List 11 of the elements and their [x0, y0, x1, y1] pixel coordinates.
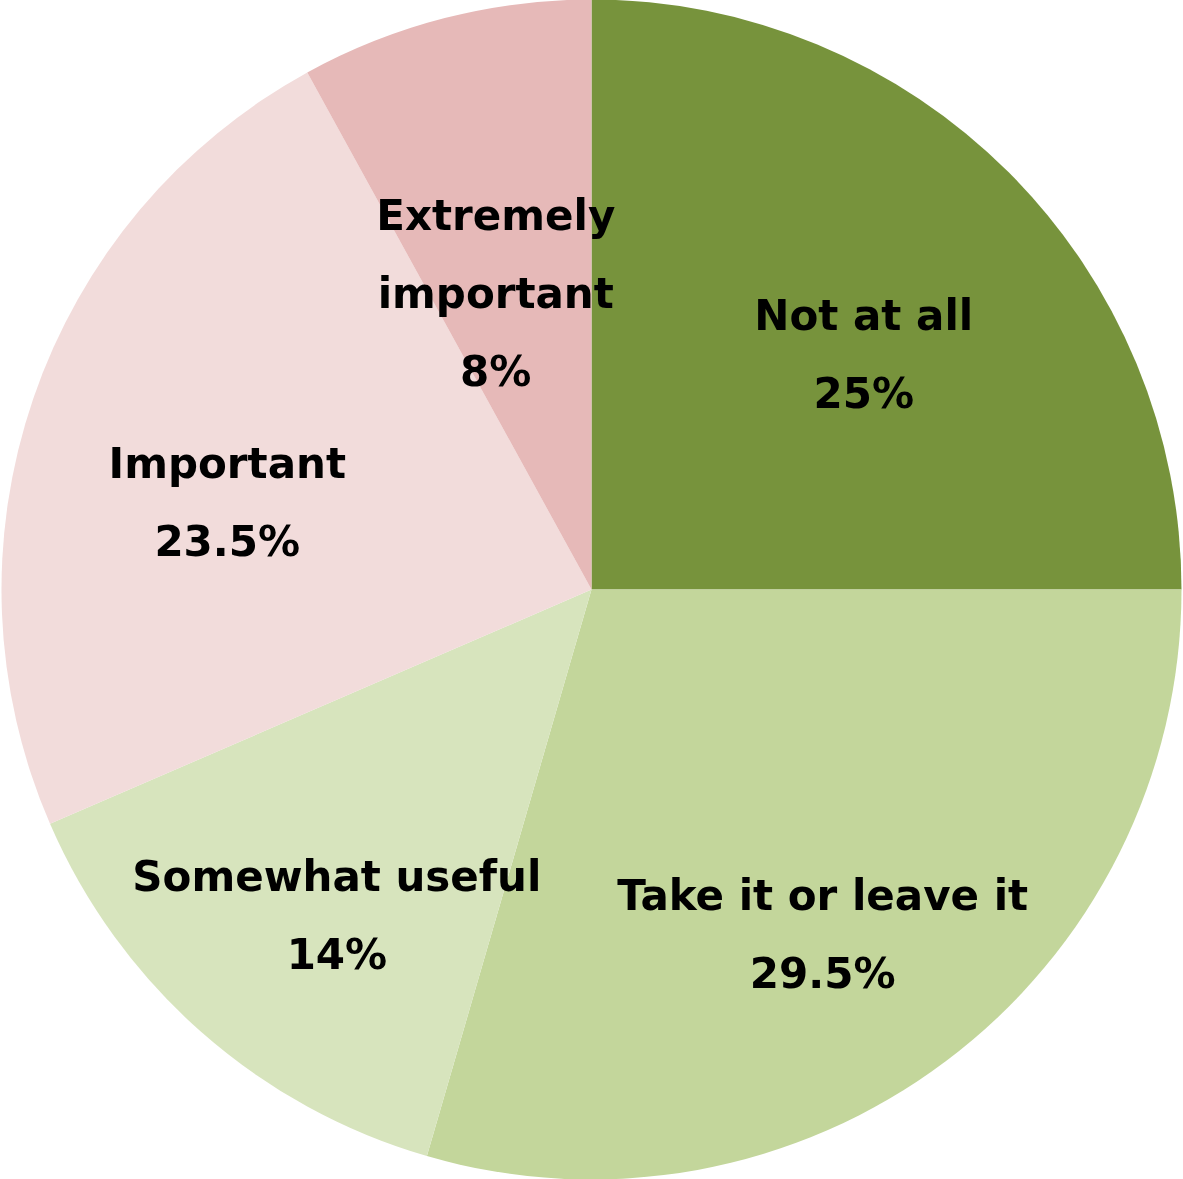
- slice-label: Not at all: [754, 291, 974, 341]
- slice-label: Important: [108, 438, 346, 488]
- slice-label: Extremely important: [376, 190, 616, 318]
- data-label: 25%: [813, 369, 914, 419]
- slice-label: Take it or leave it: [617, 871, 1029, 921]
- data-label: 29.5%: [749, 949, 896, 999]
- slice-label: Somewhat useful: [132, 852, 542, 902]
- data-label: 8%: [460, 346, 532, 396]
- data-label: 14%: [286, 930, 388, 980]
- data-label: 23.5%: [154, 516, 301, 566]
- pie-slice: [50, 589, 592, 1157]
